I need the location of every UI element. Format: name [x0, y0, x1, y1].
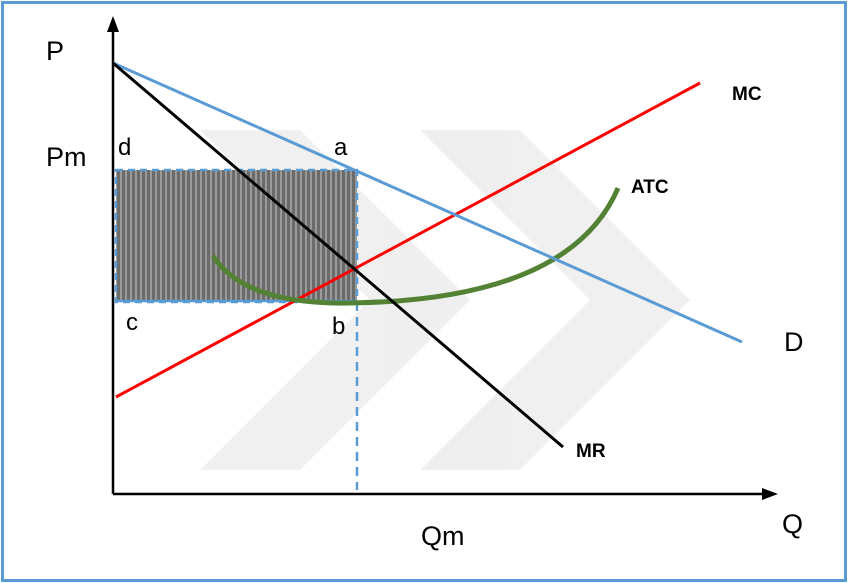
quantity-label: Qm — [421, 521, 465, 551]
x-axis-arrowhead — [762, 488, 778, 500]
demand-curve — [112, 61, 743, 344]
demand-label: D — [784, 327, 804, 357]
point-d-label: d — [118, 134, 131, 161]
point-b-label: b — [332, 313, 345, 340]
mc-label: MC — [732, 84, 762, 105]
atc-label: ATC — [631, 177, 669, 198]
mr-label: MR — [576, 441, 606, 462]
point-a-label: a — [334, 134, 348, 161]
x-axis-label: Q — [782, 509, 803, 539]
atc-curve — [210, 187, 621, 306]
point-c-label: c — [126, 309, 138, 336]
y-axis-label: P — [46, 36, 64, 66]
mc-curve — [115, 81, 701, 399]
price-label: Pm — [46, 142, 87, 172]
y-axis-arrowhead — [107, 16, 119, 32]
mr-curve — [112, 61, 564, 449]
